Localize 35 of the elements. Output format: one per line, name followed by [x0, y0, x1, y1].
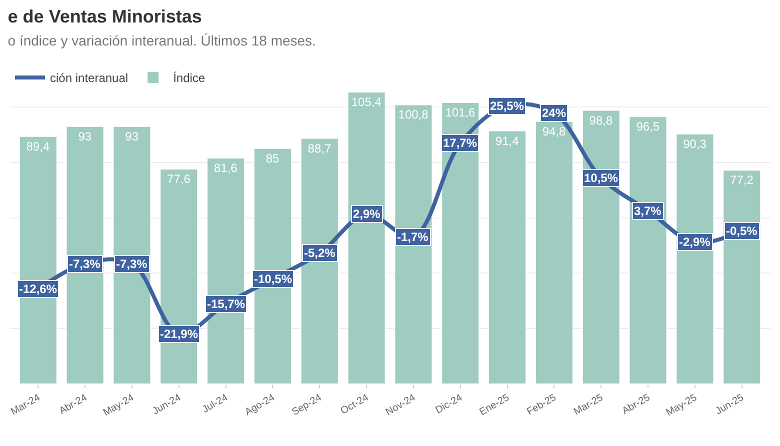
bar [112, 126, 152, 384]
data-label: 101,6 [445, 106, 476, 120]
data-label: 90,3 [683, 136, 707, 151]
data-label: 96,5 [636, 120, 660, 134]
bar [253, 148, 292, 384]
data-label: 85 [266, 152, 280, 166]
legend-label: Índice [173, 71, 206, 86]
bar [18, 136, 58, 384]
bar [347, 92, 386, 384]
bar [66, 126, 104, 384]
data-label: 105,4 [351, 95, 382, 109]
data-label: 98,8 [589, 113, 613, 128]
data-label: 93 [78, 129, 92, 144]
data-label: 91,4 [495, 134, 520, 148]
data-label: 94,8 [542, 124, 566, 138]
data-label: 88,7 [308, 141, 332, 156]
data-label: 77,6 [167, 172, 191, 186]
bar [300, 138, 339, 384]
chart-subtitle: o índice y variación interanual. Últimos 18 meses. [8, 32, 316, 49]
bar [441, 102, 480, 384]
bar [722, 170, 762, 384]
chart-title: e de Ventas Minoristas [8, 6, 202, 26]
bar [676, 133, 714, 384]
data-label: 100,8 [398, 108, 429, 122]
bar [582, 110, 620, 384]
bar [394, 104, 433, 384]
data-label: 93 [125, 129, 139, 144]
bar [206, 157, 246, 384]
data-label: 89,4 [26, 139, 50, 154]
bar [160, 168, 198, 384]
data-label: 77,2 [730, 173, 754, 188]
bar [488, 130, 527, 384]
data-label: 81,6 [214, 160, 238, 175]
bar [628, 116, 668, 384]
legend-label: ción interanual [50, 71, 128, 86]
